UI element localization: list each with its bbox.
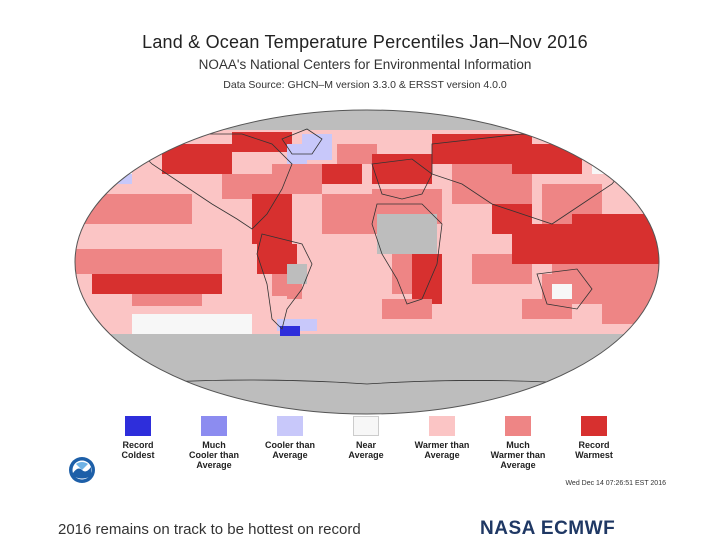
legend-item-record-warmest: Record Warmest (556, 416, 632, 460)
grid-cell (512, 144, 582, 174)
grid-cell (322, 164, 362, 184)
legend-label: Warmer than Average (414, 440, 470, 460)
map-source: Data Source: GHCN–M version 3.3.0 & ERSS… (223, 79, 507, 91)
grid-cell (272, 164, 322, 194)
legend-swatch (201, 416, 227, 436)
grid-cell (75, 194, 192, 224)
legend-label: Much Warmer than Average (490, 440, 546, 470)
grid-cell (162, 144, 232, 174)
legend-item-much-cooler: Much Cooler than Average (176, 416, 252, 470)
grid-cell (287, 264, 307, 284)
legend-swatch (429, 416, 455, 436)
legend-label: Record Coldest (121, 440, 155, 460)
grid-cell (372, 154, 432, 184)
image-credit: NASA ECMWF (480, 518, 616, 539)
map-border (74, 109, 660, 415)
continent-outline (256, 233, 313, 330)
legend-swatch (277, 416, 303, 436)
legend-label: Record Warmest (575, 440, 613, 460)
legend-swatch (125, 416, 151, 436)
grid-cell (392, 254, 412, 294)
grid-cell (132, 294, 202, 306)
legend-item-record-coldest: Record Coldest (100, 416, 176, 460)
grid-cell (377, 214, 437, 254)
grid-cell (337, 144, 377, 164)
grid-cell (452, 316, 612, 334)
grid-cell (112, 134, 172, 154)
continent-outline (281, 128, 323, 155)
grid-cell (132, 314, 252, 334)
legend-item-near: Near Average (328, 416, 404, 460)
legend-swatch (505, 416, 531, 436)
legend: Record Coldest Much Cooler than Average … (100, 416, 640, 486)
arctic-no-data (75, 110, 659, 130)
antarctic-no-data (75, 334, 659, 414)
percentile-grid (75, 110, 659, 414)
legend-label: Much Cooler than Average (188, 440, 239, 470)
map-title: Land & Ocean Temperature Percentiles Jan… (142, 32, 588, 52)
legend-label: Near Average (348, 440, 384, 460)
continent-outline (371, 203, 443, 305)
grid-cell (592, 154, 632, 174)
grid-cell (112, 224, 202, 244)
grid-cell (280, 326, 300, 336)
legend-label: Cooler than Average (264, 440, 315, 460)
grid-cell (572, 214, 659, 264)
continent-outline (371, 158, 433, 200)
legend-swatch (581, 416, 607, 436)
map-timestamp: Wed Dec 14 07:26:51 EST 2016 (565, 480, 666, 487)
grid-cell (267, 296, 287, 316)
legend-item-cooler: Cooler than Average (252, 416, 328, 460)
world-map-svg (74, 109, 660, 415)
grid-cell (312, 234, 372, 274)
grid-cell (232, 132, 292, 152)
grid-cell (382, 299, 432, 319)
image-caption: 2016 remains on track to be hottest on r… (58, 521, 361, 538)
grid-cell (92, 274, 222, 294)
legend-item-much-warmer: Much Warmer than Average (480, 416, 556, 470)
legend-item-warmer: Warmer than Average (404, 416, 480, 460)
map-subtitle: NOAA's National Centers for Environmenta… (198, 57, 532, 72)
grid-cell (552, 284, 572, 299)
legend-swatch (353, 416, 379, 436)
grid-cell (512, 224, 582, 264)
map-figure: Land & Ocean Temperature Percentiles Jan… (62, 24, 668, 500)
grid-cell (252, 194, 292, 244)
noaa-logo-icon (69, 457, 95, 483)
grid-cell (612, 144, 652, 164)
grid-cell (75, 249, 222, 274)
grid-cell (572, 304, 602, 319)
continent-outline (536, 268, 593, 310)
world-map (72, 104, 662, 424)
continent-outline (131, 133, 293, 230)
